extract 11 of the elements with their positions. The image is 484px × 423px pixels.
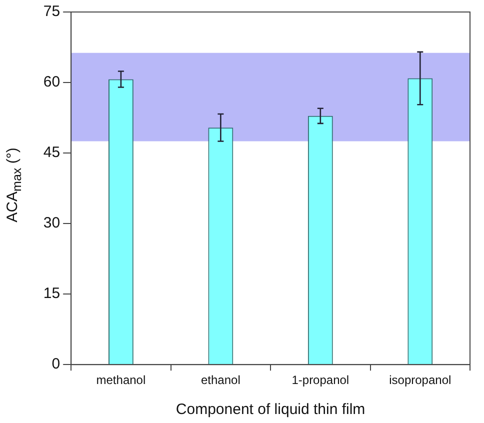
x-tick-label: 1-propanol	[292, 373, 350, 388]
y-tick-label: 45	[43, 144, 60, 162]
x-tick-label: methanol	[96, 373, 146, 388]
y-tick-label: 60	[43, 74, 60, 91]
y-tick-label: 75	[43, 3, 60, 20]
x-tick-label: ethanol	[200, 373, 240, 388]
x-axis-title: Component of liquid thin film	[176, 401, 366, 418]
y-tick-label: 15	[43, 285, 60, 302]
x-tick-label: isopropanol	[389, 373, 452, 388]
y-tick-label: 30	[43, 214, 60, 232]
y-tick-label: 0	[52, 356, 60, 373]
